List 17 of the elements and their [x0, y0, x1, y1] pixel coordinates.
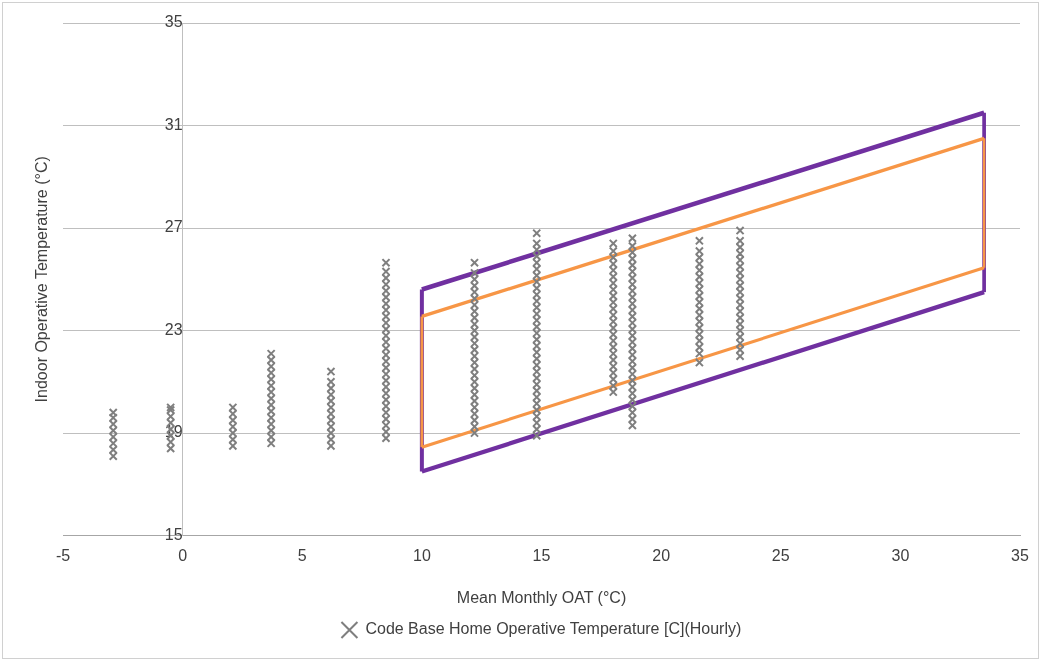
legend-label: Code Base Home Operative Temperature [C](Hourly) [365, 620, 742, 638]
y-tick-label: 15 [164, 526, 183, 544]
y-tick-label: 27 [164, 218, 183, 236]
x-tick-label: 35 [1011, 546, 1029, 564]
x-axis-title: Mean Monthly OAT (°C) [456, 588, 627, 606]
x-tick-label: 10 [412, 546, 431, 564]
x-tick-label: -5 [55, 546, 71, 564]
y-tick-label: 31 [164, 115, 183, 133]
x-tick-label: 25 [771, 546, 790, 564]
x-tick-label: 0 [178, 546, 188, 564]
y-tick-label: 23 [164, 320, 183, 338]
y-tick-label: 35 [164, 13, 183, 31]
x-tick-label: 15 [532, 546, 551, 564]
x-tick-label: 5 [297, 546, 307, 564]
x-tick-label: 20 [652, 546, 671, 564]
x-tick-label: 30 [891, 546, 910, 564]
y-axis-title: Indoor Operative Temperature (°C) [33, 156, 51, 403]
